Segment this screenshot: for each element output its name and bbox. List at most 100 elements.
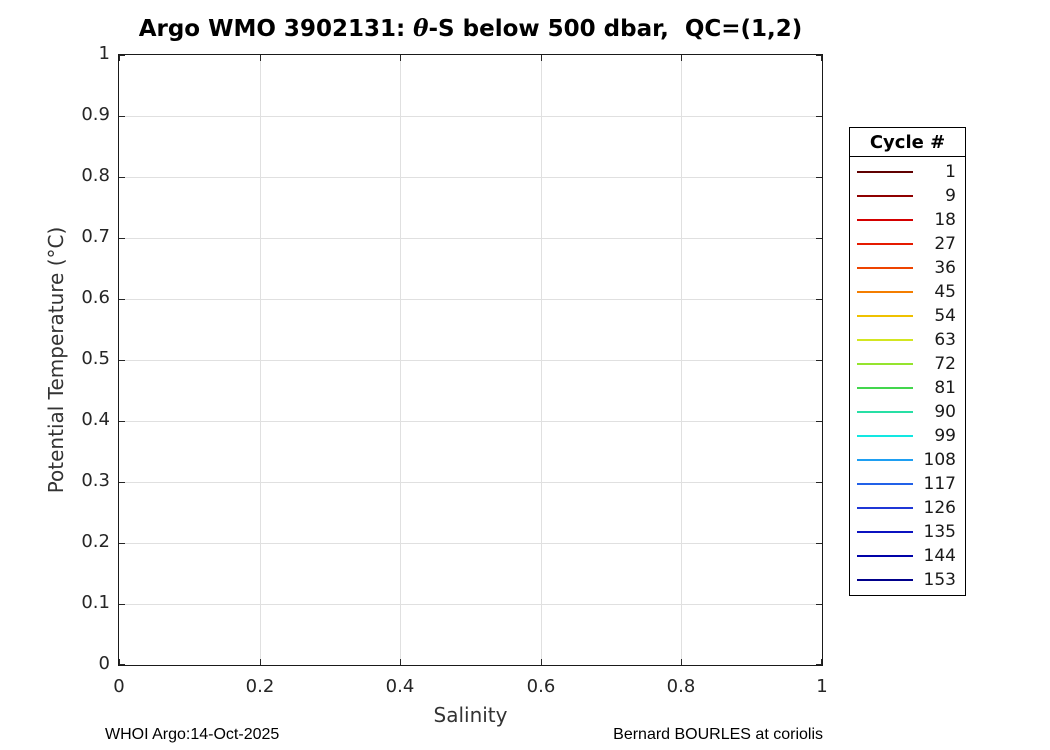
y-tick-mark	[119, 55, 125, 56]
legend-line-swatch	[857, 363, 913, 365]
y-tick-label: 1	[98, 43, 110, 64]
footer-right-credit: Bernard BOURLES at coriolis	[613, 726, 823, 743]
y-tick-mark	[119, 664, 125, 665]
legend-line-swatch	[857, 315, 913, 317]
legend-line-swatch	[857, 243, 913, 245]
y-tick-mark	[119, 177, 125, 178]
legend-line-swatch	[857, 339, 913, 341]
legend-line-swatch	[857, 267, 913, 269]
legend-entry: 153	[850, 570, 965, 590]
chart-title-prefix: Argo WMO 3902131:	[138, 16, 414, 42]
legend-line-swatch	[857, 171, 913, 173]
legend-entry: 81	[850, 378, 965, 398]
legend-entry-label: 153	[923, 570, 956, 590]
legend-line-swatch	[857, 435, 913, 437]
legend-entry-label: 36	[934, 258, 956, 278]
gridline-horizontal	[119, 421, 822, 422]
y-tick-mark	[119, 421, 125, 422]
y-tick-mark	[816, 116, 822, 117]
legend-entry: 1	[850, 162, 965, 182]
legend-line-swatch	[857, 195, 913, 197]
gridline-horizontal	[119, 238, 822, 239]
x-tick-mark	[400, 55, 401, 61]
y-tick-mark	[119, 238, 125, 239]
legend-entry-label: 108	[923, 450, 956, 470]
y-tick-mark	[119, 299, 125, 300]
chart-title: Argo WMO 3902131: θ-S below 500 dbar, QC…	[118, 15, 823, 42]
theta-symbol: θ	[413, 15, 429, 42]
x-tick-label: 0.8	[666, 676, 696, 697]
y-tick-label: 0.2	[81, 531, 110, 552]
legend-line-swatch	[857, 507, 913, 509]
legend-entry: 27	[850, 234, 965, 254]
footer-left-credit: WHOI Argo:14-Oct-2025	[105, 726, 280, 743]
legend-title: Cycle #	[850, 128, 965, 157]
legend-entry-label: 18	[934, 210, 956, 230]
x-tick-mark	[541, 55, 542, 61]
legend-entry: 9	[850, 186, 965, 206]
gridline-horizontal	[119, 360, 822, 361]
y-tick-mark	[119, 360, 125, 361]
legend-entries: 1 9 18 27 36 45 54 63 72 81 90 99 108 117 126 135 144 153	[850, 157, 965, 595]
y-tick-mark	[119, 116, 125, 117]
y-tick-mark	[119, 482, 125, 483]
x-tick-label: 0.2	[245, 676, 275, 697]
y-tick-mark	[816, 177, 822, 178]
legend-entry-label: 9	[945, 186, 956, 206]
x-tick-mark	[541, 659, 542, 665]
legend-entry-label: 90	[934, 402, 956, 422]
x-tick-mark	[119, 55, 120, 61]
gridline-horizontal	[119, 543, 822, 544]
y-tick-mark	[816, 543, 822, 544]
gridline-horizontal	[119, 177, 822, 178]
legend-entry: 126	[850, 498, 965, 518]
y-tick-mark	[816, 482, 822, 483]
legend-line-swatch	[857, 411, 913, 413]
legend-entry: 90	[850, 402, 965, 422]
x-tick-mark	[260, 55, 261, 61]
y-tick-label: 0.5	[81, 348, 110, 369]
y-tick-mark	[816, 55, 822, 56]
legend-line-swatch	[857, 555, 913, 557]
gridline-horizontal	[119, 604, 822, 605]
y-tick-label: 0.4	[81, 409, 110, 430]
gridline-horizontal	[119, 116, 822, 117]
legend-entry-label: 63	[934, 330, 956, 350]
legend-entry-label: 27	[934, 234, 956, 254]
x-tick-mark	[260, 659, 261, 665]
legend-entry: 117	[850, 474, 965, 494]
legend-entry-label: 45	[934, 282, 956, 302]
y-tick-label: 0	[98, 653, 110, 674]
y-tick-label: 0.3	[81, 470, 110, 491]
y-tick-label: 0.6	[81, 287, 110, 308]
legend-entry: 144	[850, 546, 965, 566]
legend-entry-label: 126	[923, 498, 956, 518]
legend-entry: 36	[850, 258, 965, 278]
legend-entry: 63	[850, 330, 965, 350]
x-tick-mark	[681, 55, 682, 61]
legend-entry-label: 117	[923, 474, 956, 494]
x-tick-label: 1	[816, 676, 828, 697]
x-axis-label: Salinity	[433, 703, 508, 727]
legend-line-swatch	[857, 291, 913, 293]
y-tick-mark	[816, 604, 822, 605]
gridline-horizontal	[119, 299, 822, 300]
x-tick-label: 0.6	[526, 676, 556, 697]
x-tick-mark	[681, 659, 682, 665]
legend-line-swatch	[857, 219, 913, 221]
legend-entry: 108	[850, 450, 965, 470]
y-tick-mark	[816, 360, 822, 361]
x-tick-mark	[821, 659, 822, 665]
chart-title-suffix: -S below 500 dbar, QC=(1,2)	[428, 16, 803, 42]
y-tick-mark	[119, 604, 125, 605]
legend-entry-label: 135	[923, 522, 956, 542]
legend-entry: 99	[850, 426, 965, 446]
y-tick-label: 0.8	[81, 165, 110, 186]
legend-entry-label: 81	[934, 378, 956, 398]
y-tick-label: 0.1	[81, 592, 110, 613]
x-tick-mark	[821, 55, 822, 61]
legend-entry: 18	[850, 210, 965, 230]
legend-entry: 72	[850, 354, 965, 374]
y-tick-mark	[816, 238, 822, 239]
legend-entry: 135	[850, 522, 965, 542]
